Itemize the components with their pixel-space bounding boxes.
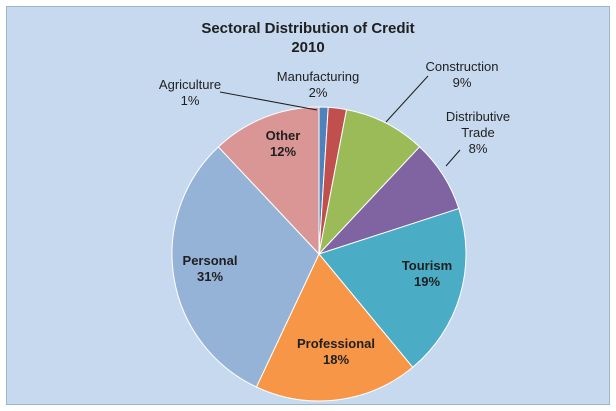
data-label-manufacturing: Manufacturing 2%: [277, 69, 359, 100]
data-label-distributive-trade: Distributive Trade 8%: [446, 109, 510, 156]
leader-line-distributive-trade: [445, 149, 461, 167]
pie-slice-tourism: [318, 207, 467, 368]
chart-title: Sectoral Distribution of Credit: [201, 20, 414, 37]
pie-slice-professional: [255, 253, 414, 402]
pie-slice-other: [217, 106, 320, 256]
pie-slice-construction: [318, 109, 421, 256]
data-label-construction: Construction 9%: [426, 59, 499, 90]
data-label-personal: Personal 31%: [183, 253, 238, 284]
leader-line-construction: [385, 75, 429, 123]
chart-subtitle: 2010: [291, 39, 324, 56]
data-label-professional: Professional 18%: [297, 336, 375, 367]
leader-line-agriculture: [219, 91, 318, 111]
data-label-agriculture: Agriculture 1%: [159, 77, 221, 108]
data-label-other: Other 12%: [266, 128, 301, 159]
pie-slice-personal: [171, 146, 320, 388]
data-label-tourism: Tourism 19%: [402, 258, 452, 289]
